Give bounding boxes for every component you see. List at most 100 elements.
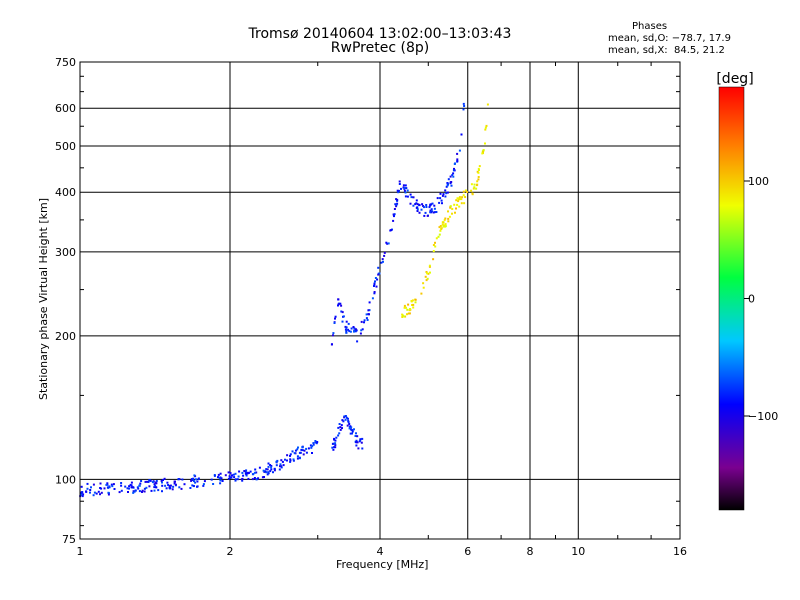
data-point [149, 479, 152, 482]
data-point [452, 169, 455, 172]
data-point [221, 480, 224, 482]
data-point [427, 272, 430, 275]
data-point [247, 471, 249, 474]
data-point [409, 202, 412, 205]
data-point [269, 464, 272, 466]
data-point [345, 331, 348, 334]
data-point [347, 420, 350, 422]
data-point [347, 417, 349, 420]
data-point [118, 491, 121, 494]
data-point [347, 322, 350, 325]
data-point [376, 278, 379, 281]
data-point [241, 471, 244, 474]
data-point [433, 204, 436, 207]
data-point [270, 466, 273, 469]
data-point [89, 491, 91, 494]
data-point [339, 426, 342, 429]
data-point [477, 176, 480, 178]
data-point [237, 475, 240, 478]
data-point [334, 317, 336, 320]
data-point [143, 490, 146, 493]
data-point [377, 273, 380, 276]
data-point [289, 460, 292, 463]
data-point [439, 192, 442, 195]
data-point [458, 149, 461, 152]
data-point [438, 201, 441, 204]
data-point [438, 233, 441, 236]
data-point [141, 489, 144, 492]
data-point [410, 300, 413, 303]
data-point [396, 189, 399, 192]
data-point [344, 418, 347, 421]
data-point [392, 219, 395, 222]
data-point [279, 465, 281, 468]
data-point [373, 292, 376, 295]
data-point [280, 459, 283, 462]
data-point [292, 458, 295, 461]
data-point [301, 446, 304, 449]
data-point [234, 478, 237, 481]
data-point [280, 465, 283, 468]
data-point [143, 487, 146, 490]
data-point [402, 184, 405, 187]
data-point [270, 465, 273, 467]
data-point [451, 174, 454, 177]
data-point [312, 442, 315, 445]
data-point [99, 482, 102, 485]
data-point [273, 469, 276, 472]
data-point [375, 285, 378, 288]
colorbar-tick-label: 0 [748, 293, 755, 306]
data-point [264, 470, 267, 473]
x-tick-label: 8 [527, 545, 534, 558]
data-point [349, 432, 352, 435]
data-point [351, 432, 353, 435]
data-point [339, 428, 342, 431]
data-point [193, 474, 196, 477]
data-point [412, 196, 415, 199]
data-point [342, 315, 345, 318]
data-point [435, 237, 438, 240]
data-point [428, 206, 431, 209]
data-point [138, 484, 141, 487]
data-point [139, 482, 142, 485]
data-point [423, 206, 425, 209]
data-point [301, 449, 304, 452]
data-point [99, 493, 101, 496]
data-point [128, 485, 131, 488]
data-point [296, 455, 299, 458]
data-point [236, 478, 239, 481]
data-point [279, 463, 282, 466]
data-point [105, 483, 108, 486]
data-point [103, 487, 106, 490]
data-point [345, 326, 348, 329]
data-point [477, 171, 480, 174]
data-point [383, 251, 386, 254]
data-point [403, 304, 406, 307]
data-point [403, 186, 406, 189]
data-point [311, 452, 313, 454]
data-point [267, 465, 270, 468]
data-point [452, 175, 455, 178]
data-point [444, 217, 447, 220]
data-point [161, 481, 163, 484]
data-point [192, 477, 195, 480]
data-point [337, 434, 340, 437]
data-point [163, 477, 166, 480]
x-tick-label: 16 [673, 545, 687, 558]
data-point [425, 271, 428, 273]
data-point [415, 199, 418, 202]
data-point [429, 271, 431, 274]
data-point [429, 211, 432, 214]
data-point [99, 487, 102, 489]
data-point [353, 327, 356, 330]
data-point [153, 483, 156, 486]
data-point [462, 108, 465, 111]
data-point [128, 487, 130, 490]
y-tick-label: 300 [55, 246, 76, 259]
data-point [169, 484, 172, 487]
data-point [97, 490, 100, 493]
data-point [80, 485, 83, 488]
data-point [439, 197, 442, 200]
data-point [432, 258, 435, 261]
data-point [441, 194, 444, 197]
